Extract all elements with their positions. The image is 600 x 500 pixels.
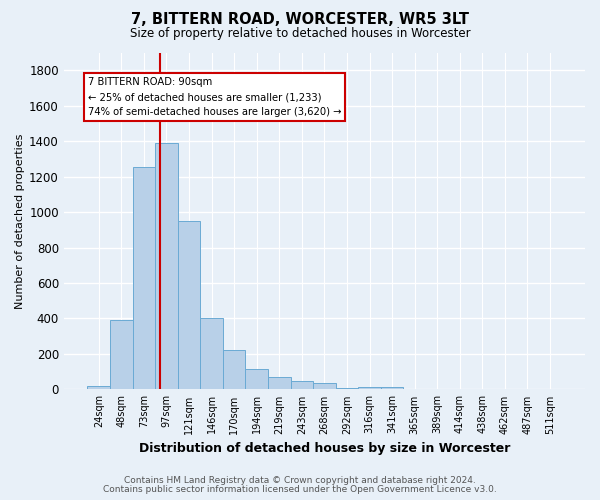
Bar — [88, 386, 110, 390]
Text: 7 BITTERN ROAD: 90sqm
← 25% of detached houses are smaller (1,233)
74% of semi-d: 7 BITTERN ROAD: 90sqm ← 25% of detached … — [88, 78, 341, 117]
Bar — [290, 380, 313, 390]
X-axis label: Distribution of detached houses by size in Worcester: Distribution of detached houses by size … — [139, 442, 510, 455]
Text: Size of property relative to detached houses in Worcester: Size of property relative to detached ho… — [130, 28, 470, 40]
Bar — [245, 369, 268, 390]
Bar — [200, 318, 223, 390]
Text: Contains HM Land Registry data © Crown copyright and database right 2024.: Contains HM Land Registry data © Crown c… — [124, 476, 476, 485]
Bar — [403, 388, 426, 390]
Y-axis label: Number of detached properties: Number of detached properties — [15, 134, 25, 308]
Bar — [268, 377, 290, 390]
Bar — [223, 350, 245, 390]
Bar — [448, 389, 471, 390]
Bar — [313, 383, 335, 390]
Bar — [133, 167, 155, 390]
Bar — [335, 388, 358, 390]
Text: 7, BITTERN ROAD, WORCESTER, WR5 3LT: 7, BITTERN ROAD, WORCESTER, WR5 3LT — [131, 12, 469, 28]
Bar — [381, 387, 403, 390]
Bar — [358, 387, 381, 390]
Bar — [155, 143, 178, 390]
Bar — [426, 388, 448, 390]
Bar — [110, 320, 133, 390]
Bar — [178, 221, 200, 390]
Text: Contains public sector information licensed under the Open Government Licence v3: Contains public sector information licen… — [103, 485, 497, 494]
